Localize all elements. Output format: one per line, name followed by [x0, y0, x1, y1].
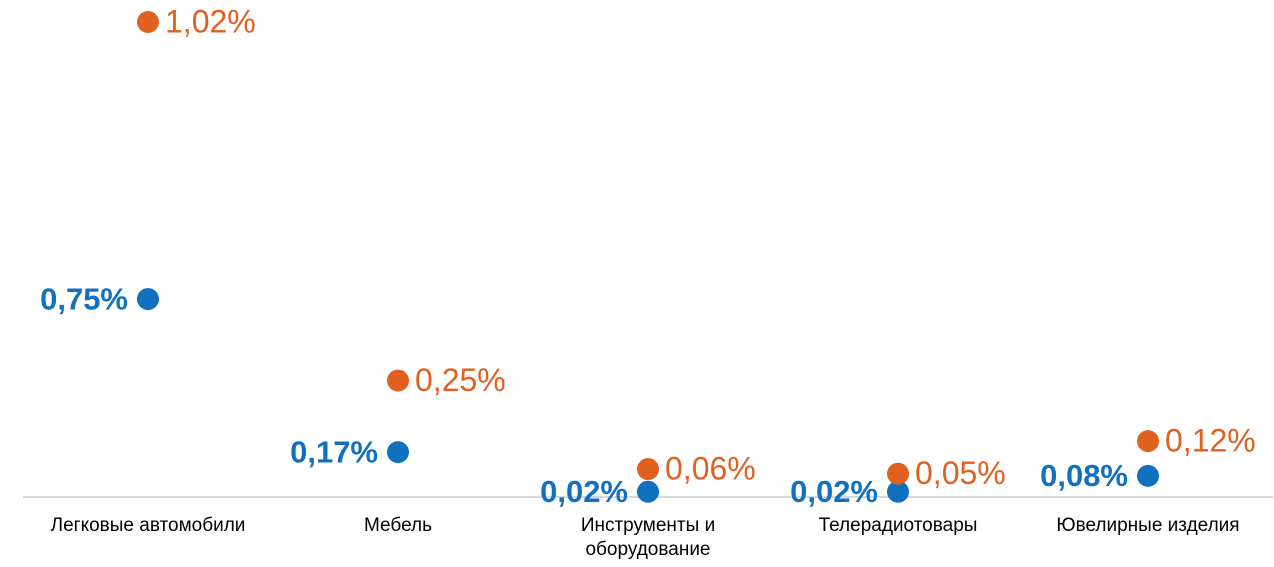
- x-tick-label: Инструменты и оборудование: [580, 515, 716, 560]
- data-label: 0,08%: [1040, 458, 1128, 493]
- data-label: 0,02%: [790, 474, 878, 509]
- dot: [387, 369, 409, 392]
- dot: [637, 480, 659, 503]
- dot: [887, 462, 909, 485]
- x-tick-label: Мебель: [364, 515, 432, 536]
- data-label: 0,12%: [1165, 423, 1256, 459]
- dot: [637, 458, 659, 481]
- dot: [1137, 430, 1159, 453]
- data-label: 0,75%: [40, 281, 128, 316]
- dot: [137, 288, 159, 311]
- data-label: 0,17%: [290, 434, 378, 469]
- dot: [887, 480, 909, 503]
- dot: [1137, 464, 1159, 487]
- dot: [137, 11, 159, 33]
- data-label: 0,06%: [665, 451, 756, 487]
- data-label: 0,02%: [540, 474, 628, 509]
- x-tick-label: Ювелирные изделия: [1056, 515, 1240, 536]
- data-label: 0,05%: [915, 455, 1006, 491]
- x-tick-label: Телерадиотовары: [818, 515, 978, 536]
- x-tick-label: Легковые автомобили: [50, 515, 246, 536]
- dot: [387, 441, 409, 464]
- data-label: 0,25%: [415, 362, 506, 398]
- data-label: 1,02%: [165, 3, 256, 39]
